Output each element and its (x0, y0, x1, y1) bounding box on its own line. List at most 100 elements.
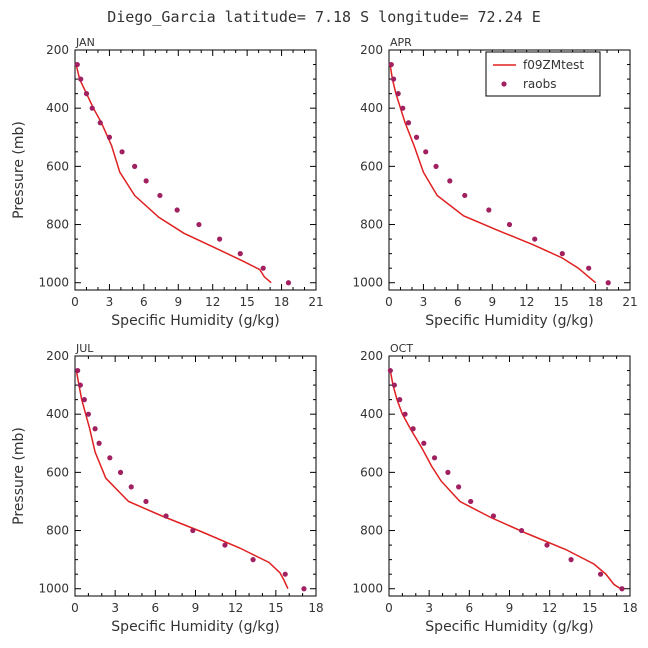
y-tick-label: 1000 (38, 582, 69, 596)
data-point-raobs (143, 498, 149, 505)
y-tick-label: 400 (360, 407, 383, 421)
x-tick-label: 6 (466, 601, 474, 615)
panel-jan: JAN 0 3 6 9 12 15 18 21 200 400 600 800 1000 Specific … (11, 36, 324, 329)
data-point-raobs (391, 382, 397, 388)
data-point-raobs (174, 207, 180, 213)
x-tick-label: 18 (274, 295, 289, 309)
x-tick-label: 0 (71, 601, 79, 615)
series-line-f09ZMtest (389, 64, 597, 284)
y-tick-label: 800 (360, 524, 383, 538)
data-point-raobs (421, 440, 427, 446)
data-point-raobs (559, 251, 565, 257)
data-point-raobs (250, 557, 256, 563)
x-tick-label: 18 (308, 601, 323, 615)
y-tick-label: 1000 (38, 276, 69, 290)
plot-frame (74, 355, 317, 597)
x-tick-label: 3 (111, 601, 119, 615)
y-tick-label: 400 (360, 101, 383, 115)
data-point-raobs (74, 61, 80, 68)
data-point-raobs (117, 469, 124, 475)
x-tick-label: 21 (622, 295, 637, 309)
data-point-raobs (81, 397, 87, 403)
data-point-raobs (445, 469, 451, 475)
x-tick-label: 6 (140, 295, 148, 309)
data-point-raobs (402, 411, 408, 417)
x-tick-label: 9 (488, 295, 496, 309)
x-tick-label: 12 (542, 601, 557, 615)
data-point-raobs (106, 134, 113, 140)
y-tick-label: 600 (360, 159, 383, 173)
panel-jul: JUL 0 3 6 9 12 15 18 200 400 600 800 1000 Specific Hu… (11, 342, 324, 635)
x-axis-label: Specific Humidity (g/kg) (425, 619, 593, 635)
x-tick-label: 3 (420, 295, 428, 309)
x-tick-label: 15 (554, 295, 569, 309)
x-tick-label: 6 (454, 295, 462, 309)
data-point-raobs (390, 76, 397, 82)
data-point-raobs (163, 513, 169, 519)
y-tick-label: 200 (46, 43, 69, 57)
data-point-raobs (78, 76, 84, 82)
x-tick-label: 0 (385, 601, 393, 615)
data-point-raobs (83, 91, 90, 97)
series-line-f09ZMtest (75, 64, 272, 284)
data-point-raobs (423, 149, 429, 155)
data-point-raobs (456, 484, 462, 490)
x-tick-label: 3 (106, 295, 114, 309)
data-point-raobs (400, 105, 406, 111)
y-tick-label: 200 (360, 43, 383, 57)
x-tick-label: 0 (385, 295, 393, 309)
x-tick-label: 18 (622, 601, 637, 615)
data-point-raobs (410, 426, 416, 432)
data-point-raobs (544, 542, 550, 548)
data-point-raobs (388, 61, 394, 68)
x-tick-label: 15 (582, 601, 597, 615)
y-axis-label: Pressure (mb) (11, 427, 27, 525)
data-point-raobs (128, 484, 134, 490)
data-point-raobs (107, 455, 113, 461)
x-tick-label: 12 (228, 601, 243, 615)
data-point-raobs (75, 367, 81, 374)
data-point-raobs (433, 163, 439, 169)
x-tick-label: 3 (425, 601, 433, 615)
data-point-raobs (301, 586, 307, 592)
x-tick-label: 12 (205, 295, 220, 309)
data-point-raobs (97, 120, 103, 126)
data-point-raobs (413, 134, 420, 140)
data-point-raobs (462, 192, 468, 199)
data-point-raobs (196, 221, 202, 228)
y-tick-label: 200 (360, 349, 383, 363)
x-tick-label: 12 (519, 295, 534, 309)
series-line-f09ZMtest (75, 370, 289, 590)
data-point-raobs (431, 455, 438, 461)
legend-entry-obs: raobs (523, 77, 557, 91)
y-tick-label: 800 (46, 218, 69, 232)
data-point-raobs (468, 498, 474, 505)
figure-title: Diego_Garcia latitude= 7.18 S longitude=… (107, 8, 540, 26)
data-point-raobs (405, 120, 412, 126)
data-point-raobs (217, 236, 223, 242)
plot-frame (388, 49, 631, 291)
y-tick-label: 200 (46, 349, 69, 363)
data-point-raobs (77, 382, 83, 388)
data-point-raobs (143, 178, 149, 184)
y-tick-label: 1000 (352, 276, 383, 290)
y-tick-label: 600 (360, 465, 383, 479)
data-point-raobs (387, 367, 393, 374)
panel-apr: APR 0 3 6 9 12 15 18 21 200 400 600 800 1000 Specific … (352, 36, 637, 329)
data-point-raobs (506, 221, 513, 228)
data-point-raobs (237, 251, 243, 257)
data-point-raobs (119, 149, 125, 155)
x-tick-label: 15 (240, 295, 255, 309)
y-tick-label: 400 (46, 101, 69, 115)
data-point-raobs (486, 207, 492, 213)
x-tick-label: 0 (71, 295, 79, 309)
y-tick-label: 400 (46, 407, 69, 421)
y-tick-label: 800 (360, 218, 383, 232)
x-tick-label: 9 (174, 295, 182, 309)
data-point-raobs (96, 440, 102, 446)
plot-frame (388, 355, 631, 597)
x-tick-label: 9 (506, 601, 514, 615)
data-point-raobs (190, 527, 196, 534)
y-tick-label: 600 (46, 159, 69, 173)
data-point-raobs (605, 280, 611, 286)
